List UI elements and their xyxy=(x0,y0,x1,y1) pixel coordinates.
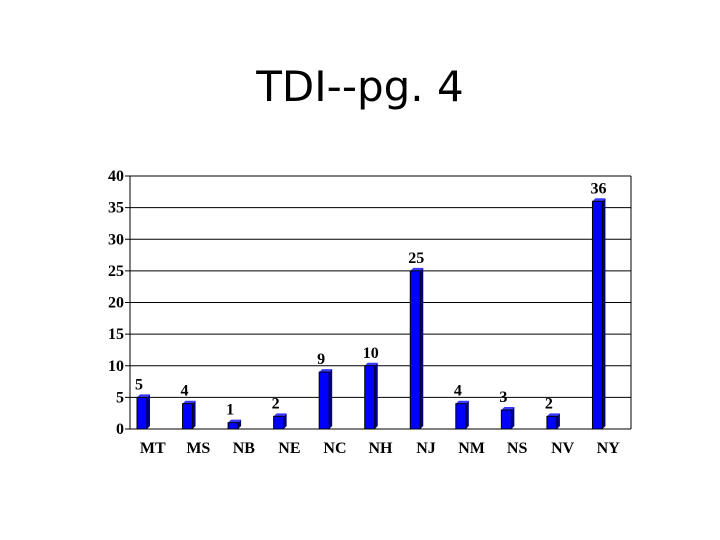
bar-side xyxy=(602,198,606,429)
data-label: 1 xyxy=(226,402,234,419)
bar-top xyxy=(273,413,287,417)
y-tick-label: 35 xyxy=(108,200,124,217)
bar-side xyxy=(329,369,333,429)
bar-front xyxy=(273,415,285,430)
bar-front xyxy=(455,403,467,430)
x-tick-label: MT xyxy=(140,440,166,457)
bar xyxy=(182,400,196,430)
data-label: 9 xyxy=(317,351,325,368)
y-tick-label: 5 xyxy=(116,389,124,406)
bar-side xyxy=(465,400,469,429)
y-tick-label: 10 xyxy=(108,358,124,375)
data-label: 3 xyxy=(499,389,507,406)
gridlines xyxy=(130,175,631,398)
bar-side xyxy=(192,400,196,429)
bar xyxy=(273,413,287,430)
x-tick-label: NH xyxy=(369,440,394,457)
bar-top xyxy=(182,400,196,404)
bar xyxy=(318,369,333,430)
x-tick-label: NC xyxy=(323,440,346,457)
bar-front xyxy=(136,396,148,430)
data-label: 4 xyxy=(181,383,189,400)
data-label: 25 xyxy=(408,250,424,267)
bar-side xyxy=(511,407,515,429)
bar xyxy=(227,419,242,430)
bar-front xyxy=(591,200,603,430)
x-tick-label: NS xyxy=(507,440,528,457)
bar xyxy=(455,400,469,430)
x-tick-label: NV xyxy=(551,440,575,457)
bar-top xyxy=(410,267,424,271)
bar-top xyxy=(455,400,469,404)
bar-top xyxy=(364,362,378,366)
bar xyxy=(409,267,424,430)
y-tick-label: 40 xyxy=(108,168,124,185)
y-tick-label: 20 xyxy=(108,295,124,312)
bar-side xyxy=(238,419,242,429)
bar-front xyxy=(318,371,330,430)
bar xyxy=(500,407,515,430)
bar-front xyxy=(182,403,194,430)
x-tick-label: NM xyxy=(458,440,485,457)
x-tick-label: NE xyxy=(278,440,300,457)
bar xyxy=(364,362,378,430)
x-tick-label: NJ xyxy=(416,440,436,457)
bar-side xyxy=(283,413,287,429)
slide-title: TDI--pg. 4 xyxy=(256,62,464,111)
data-label: 4 xyxy=(454,383,462,400)
bar xyxy=(591,198,606,430)
x-tick-label: MS xyxy=(186,440,210,457)
bar-front xyxy=(227,422,239,430)
bar-front xyxy=(546,415,558,430)
y-tick-label: 15 xyxy=(108,326,124,343)
data-label: 10 xyxy=(363,345,379,362)
bar-front xyxy=(364,365,376,430)
bar-front xyxy=(409,270,421,430)
bars xyxy=(136,198,606,430)
bar-top xyxy=(501,407,515,411)
bar-top xyxy=(546,413,560,417)
bar-top xyxy=(319,369,333,373)
y-tick-label: 0 xyxy=(116,421,124,438)
x-tick-label: NB xyxy=(233,440,256,457)
bar-top xyxy=(228,419,242,423)
x-tick-label: NY xyxy=(597,440,621,457)
data-label: 36 xyxy=(590,180,606,197)
bar-side xyxy=(147,394,150,429)
y-tick-label: 30 xyxy=(108,231,124,248)
bar-top xyxy=(137,394,150,398)
data-label: 2 xyxy=(272,395,280,412)
data-label: 5 xyxy=(135,376,143,393)
y-tick-label: 25 xyxy=(108,263,124,280)
bar-side xyxy=(556,413,560,429)
bar-side xyxy=(420,267,424,429)
labels: 5 MT 4 MS 1 NB 2 NE 9 NC 10 NH 25 NJ 4 NM 3 NS 2 NV 36 NY xyxy=(135,180,620,457)
bar xyxy=(546,413,560,430)
bar-side xyxy=(374,362,378,429)
bar xyxy=(136,394,150,430)
bar-top xyxy=(592,198,606,202)
data-label: 2 xyxy=(545,395,553,412)
bar-front xyxy=(500,409,512,430)
